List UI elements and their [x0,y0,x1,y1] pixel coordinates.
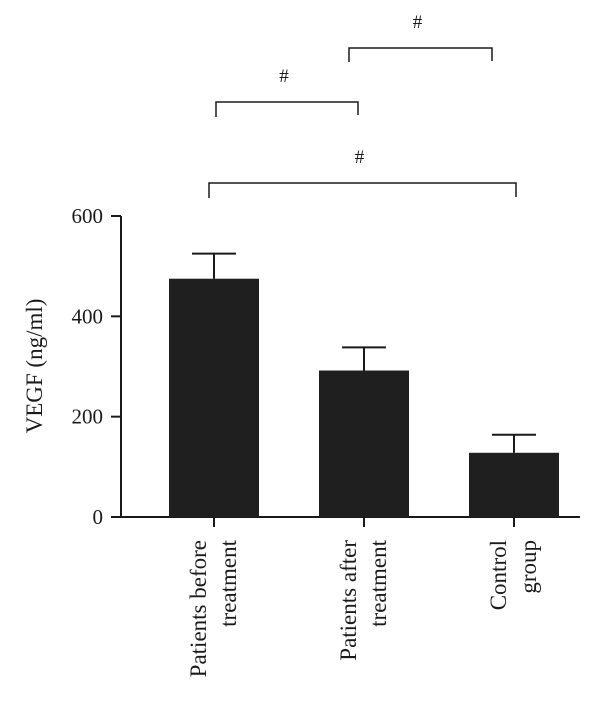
category-label: Patients before [186,540,211,677]
significance-label: # [279,66,289,87]
significance-label: # [355,147,365,168]
y-tick-label: 600 [72,204,104,228]
y-tick-label: 200 [72,405,104,429]
category-label: treatment [216,539,241,626]
significance-bracket [208,182,517,198]
y-axis-label: VEGF (ng/ml) [22,299,47,434]
category-label: Control [486,540,511,610]
category-label: group [516,540,541,594]
category-label: treatment [366,539,391,626]
y-tick-label: 0 [93,505,104,529]
bar [169,278,259,517]
significance-bracket [348,47,493,62]
category-label: Patients after [336,540,361,661]
y-tick-label: 400 [72,304,104,328]
significance-label: # [413,12,423,33]
bar [319,370,409,517]
bar [469,452,559,517]
significance-bracket [215,101,359,117]
